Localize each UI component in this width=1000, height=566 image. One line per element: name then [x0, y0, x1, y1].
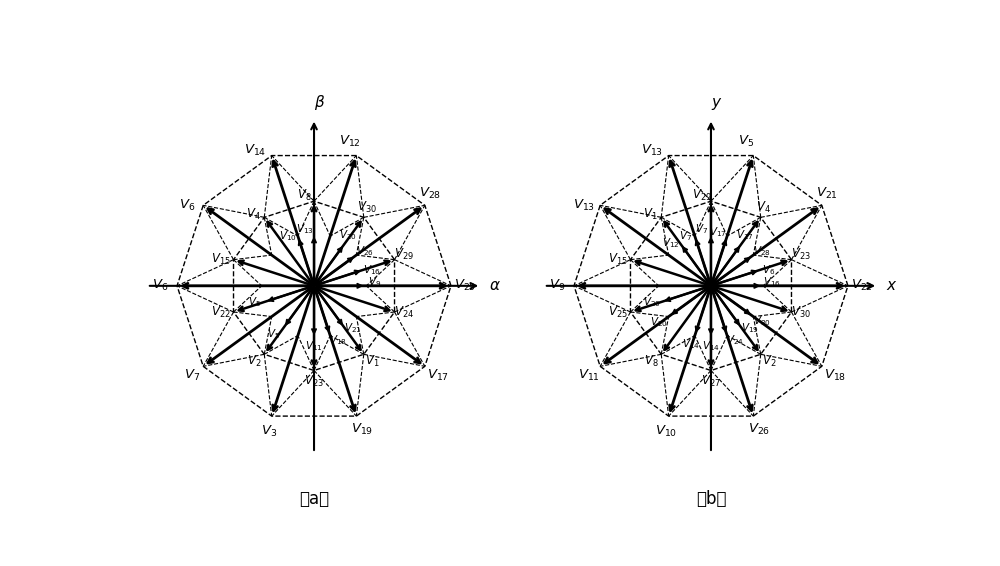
Text: $V_{7}$: $V_{7}$	[184, 368, 200, 384]
Text: $V_{26}$: $V_{26}$	[356, 244, 373, 258]
Text: $V_{6}$: $V_{6}$	[152, 278, 169, 293]
Text: $V_{3}$: $V_{3}$	[261, 423, 277, 439]
Text: $V_{1}$: $V_{1}$	[365, 354, 379, 368]
Text: $V_{25}$: $V_{25}$	[454, 278, 476, 293]
Text: $V_{12}$: $V_{12}$	[339, 134, 360, 149]
Text: $V_{13}$: $V_{13}$	[573, 198, 595, 213]
Text: $V_{18}$: $V_{18}$	[329, 333, 347, 346]
Text: $V_{13}$: $V_{13}$	[296, 222, 313, 236]
Text: $V_{10}$: $V_{10}$	[279, 229, 297, 243]
Text: $V_{30}$: $V_{30}$	[791, 305, 811, 320]
Text: $V_{8}$: $V_{8}$	[644, 354, 659, 368]
Text: $\beta$: $\beta$	[314, 93, 325, 112]
Text: $V_{13}$: $V_{13}$	[641, 143, 663, 157]
Text: $V_{2}$: $V_{2}$	[247, 354, 262, 368]
Text: $V_{10}$: $V_{10}$	[655, 423, 677, 439]
Text: $V_{22}$: $V_{22}$	[851, 278, 873, 293]
Text: （b）: （b）	[696, 490, 726, 508]
Text: $V_{23}$: $V_{23}$	[304, 374, 324, 389]
Text: $V_{9}$: $V_{9}$	[549, 278, 566, 293]
Text: $V_{4}$: $V_{4}$	[756, 200, 771, 215]
Text: $V_{24}$: $V_{24}$	[726, 333, 744, 346]
Text: $V_{30}$: $V_{30}$	[357, 200, 376, 215]
Text: $V_{22}$: $V_{22}$	[211, 305, 231, 320]
Text: $\alpha$: $\alpha$	[489, 279, 501, 293]
Text: $V_{17}$: $V_{17}$	[709, 225, 726, 239]
Text: $V_{15}$: $V_{15}$	[211, 252, 231, 267]
Text: $y$: $y$	[711, 96, 722, 112]
Text: $V_{6}$: $V_{6}$	[179, 198, 195, 213]
Text: $V_{21}$: $V_{21}$	[816, 186, 838, 200]
Text: $V_{21}$: $V_{21}$	[344, 321, 362, 335]
Text: $V_{26}$: $V_{26}$	[748, 422, 770, 438]
Text: $V_{5}$: $V_{5}$	[738, 134, 754, 149]
Text: $V_{19}$: $V_{19}$	[741, 321, 759, 335]
Text: $V_{4}$: $V_{4}$	[246, 207, 261, 222]
Text: $V_{7}$: $V_{7}$	[679, 229, 692, 243]
Text: $V_{7}$: $V_{7}$	[695, 222, 708, 236]
Text: $V_{28}$: $V_{28}$	[753, 244, 770, 258]
Text: $V_{30}$: $V_{30}$	[753, 314, 770, 328]
Text: $V_{9}$: $V_{9}$	[368, 275, 381, 289]
Text: $V_{19}$: $V_{19}$	[351, 422, 373, 438]
Text: $V_{5}$: $V_{5}$	[267, 327, 280, 341]
Text: $V_{29}$: $V_{29}$	[692, 188, 711, 203]
Text: $V_{23}$: $V_{23}$	[791, 247, 811, 261]
Text: $V_{16}$: $V_{16}$	[363, 263, 381, 277]
Text: $V_{14}$: $V_{14}$	[244, 143, 266, 157]
Text: $V_{17}$: $V_{17}$	[427, 368, 450, 384]
Text: $V_{11}$: $V_{11}$	[578, 368, 600, 384]
Text: $V_{24}$: $V_{24}$	[394, 305, 414, 320]
Text: $x$: $x$	[886, 279, 898, 293]
Text: （a）: （a）	[299, 490, 329, 508]
Text: $V_{5}$: $V_{5}$	[248, 295, 261, 309]
Text: $V_{2}$: $V_{2}$	[762, 354, 776, 368]
Text: $V_{1}$: $V_{1}$	[643, 207, 658, 222]
Text: $V_{12}$: $V_{12}$	[662, 237, 679, 250]
Text: $V_{6}$: $V_{6}$	[762, 263, 776, 277]
Text: $V_{20}$: $V_{20}$	[650, 315, 668, 329]
Text: $V_{27}$: $V_{27}$	[701, 374, 721, 389]
Text: $V_{8}$: $V_{8}$	[297, 188, 312, 203]
Text: $V_{16}$: $V_{16}$	[763, 275, 780, 289]
Text: $V_{17}$: $V_{17}$	[736, 228, 753, 242]
Text: $V_{14}$: $V_{14}$	[682, 337, 700, 351]
Text: $V_{15}$: $V_{15}$	[608, 252, 628, 267]
Text: $V_{20}$: $V_{20}$	[339, 228, 356, 242]
Text: $V_{20}$: $V_{20}$	[643, 295, 661, 309]
Text: $V_{25}$: $V_{25}$	[608, 305, 628, 320]
Text: $V_{29}$: $V_{29}$	[394, 247, 414, 261]
Text: $V_{11}$: $V_{11}$	[305, 340, 323, 353]
Text: $V_{18}$: $V_{18}$	[824, 368, 847, 384]
Text: $V_{14}$: $V_{14}$	[702, 340, 720, 353]
Text: $V_{28}$: $V_{28}$	[419, 186, 441, 200]
